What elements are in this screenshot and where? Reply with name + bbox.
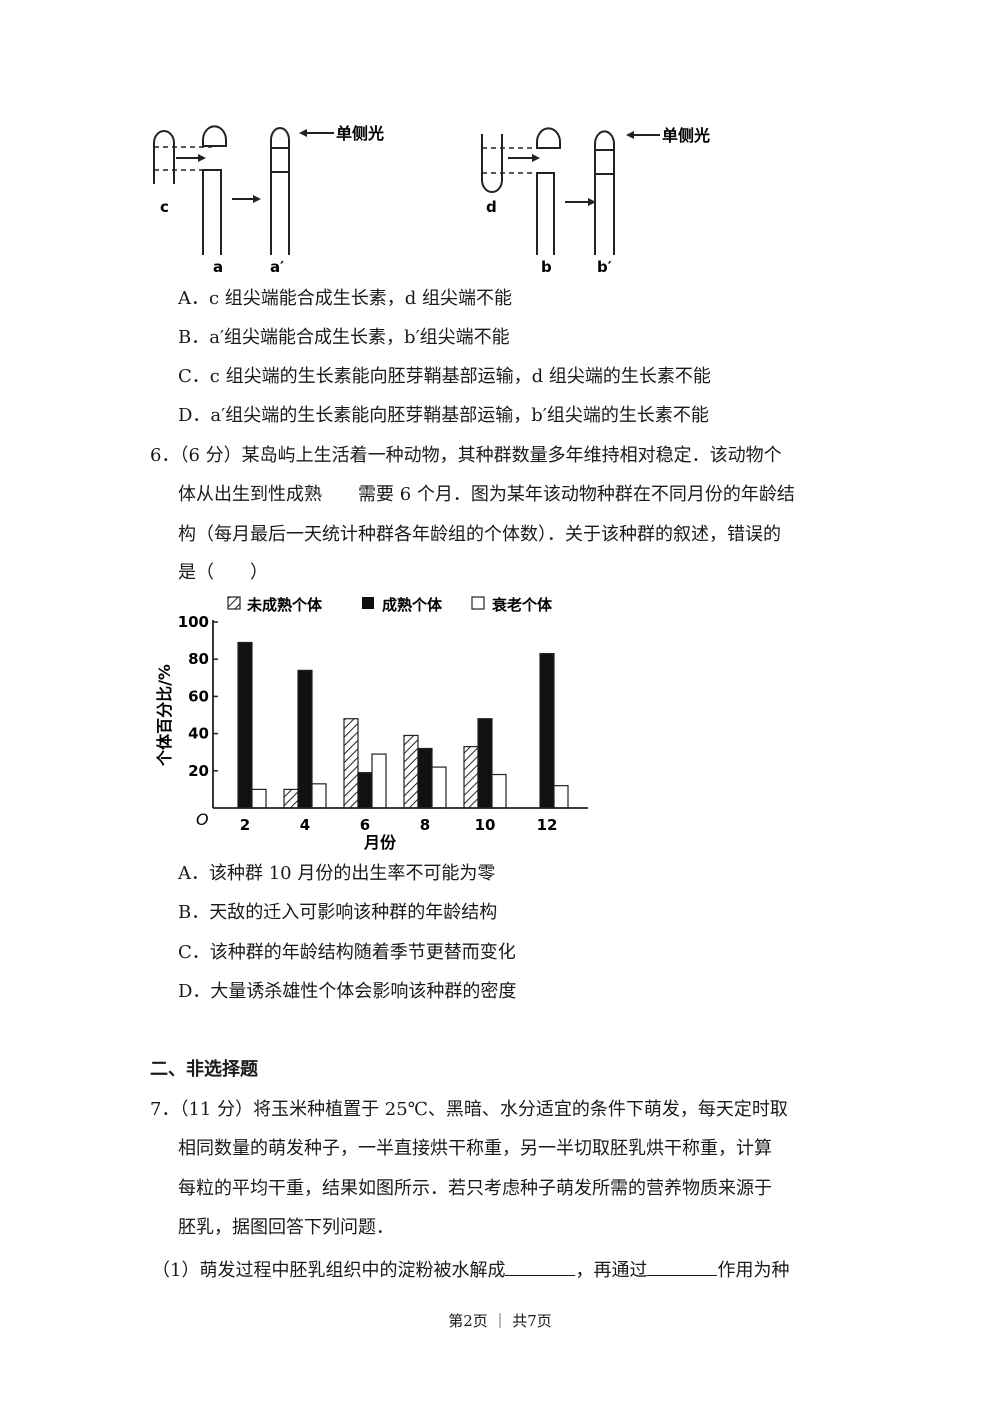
q6-option-b: B．天敌的迁入可影响该种群的年龄结构 (178, 902, 498, 923)
bar-old-month-8 (431, 766, 447, 809)
legend-swatch-mature (362, 597, 374, 609)
q6-stem-line: 6．（6 分）某岛屿上生活着一种动物，其种群数量多年维持相对稳定．该动物个 (150, 445, 782, 466)
answer-blank-1[interactable] (505, 1257, 576, 1276)
legend-label-immature: 未成熟个体 (246, 596, 323, 614)
q7-sub1-text-b: ，再通过 (575, 1260, 648, 1281)
bar-mature-month-8 (417, 747, 433, 809)
x-axis-label: 月份 (363, 833, 397, 852)
bar-mature-month-12 (539, 653, 555, 809)
x-tick-label: 6 (360, 816, 370, 834)
bar-old-month-2 (251, 788, 267, 809)
q6-stem-line: 是（ ） (178, 562, 268, 583)
y-tick-label: 100 (178, 613, 209, 631)
label-c: c (160, 198, 169, 216)
light-label-left: 单侧光 (336, 124, 384, 143)
light-label-right: 单侧光 (662, 126, 710, 145)
x-tick-label: 8 (420, 816, 430, 834)
legend-swatch-immature (227, 596, 241, 610)
q6-option-d: D．大量诱杀雄性个体会影响该种群的密度 (178, 981, 517, 1002)
bar-old-month-4 (311, 783, 327, 809)
label-a-prime: a′ (270, 258, 284, 276)
label-d: d (486, 198, 497, 216)
legend-label-mature: 成熟个体 (382, 596, 443, 614)
coleoptile-experiment-diagram: c a a′ d b b′ 单侧光 单侧光 (153, 124, 710, 276)
y-tick-label: 80 (188, 650, 209, 668)
origin-label: O (196, 810, 209, 829)
bar-old-month-12 (553, 785, 569, 809)
section-title: 二、非选择题 (150, 1059, 258, 1080)
legend-label-old: 衰老个体 (491, 596, 553, 614)
y-tick-label: 40 (188, 725, 209, 743)
q7-stem-line: 每粒的平均干重，结果如图所示．若只考虑种子萌发所需的营养物质来源于 (178, 1178, 772, 1199)
q7-sub1-text-a: （1）萌发过程中胚乳组织中的淀粉被水解成 (152, 1260, 506, 1281)
bar-immature-month-8 (403, 734, 419, 809)
q5-option-c: C．c 组尖端的生长素能向胚芽鞘基部运输，d 组尖端的生长素不能 (178, 366, 711, 387)
page-footer: 第2页 ｜ 共7页 (448, 1312, 552, 1330)
q7-sub1-text-c: 作用为种 (717, 1260, 790, 1281)
bar-immature-month-6 (343, 718, 359, 809)
bar-old-month-6 (371, 753, 387, 809)
x-tick-label: 10 (475, 816, 496, 834)
x-tick-label: 12 (537, 816, 558, 834)
x-tick-label: 4 (300, 816, 310, 834)
label-b-prime: b′ (597, 258, 612, 276)
age-structure-bar-chart: 未成熟个体 成熟个体 衰老个体 2 4 6 8 10 12 20 40 60 80 100 O 月份… (155, 596, 588, 852)
q5-option-b: B．a′组尖端能合成生长素，b′组尖端不能 (178, 327, 510, 348)
bar-mature-month-4 (297, 669, 313, 809)
bar-old-month-10 (491, 773, 507, 809)
chart-legend: 未成熟个体 成熟个体 衰老个体 (227, 596, 553, 614)
legend-swatch-old (471, 596, 485, 610)
q7-stem-line: 相同数量的萌发种子，一半直接烘干称重，另一半切取胚乳烘干称重，计算 (178, 1138, 772, 1159)
bar-mature-month-10 (477, 718, 493, 809)
q6-stem-line: 构（每月最后一天统计种群各年龄组的个体数）．关于该种群的叙述，错误的 (178, 524, 781, 545)
q5-option-a: A．c 组尖端能合成生长素，d 组尖端不能 (178, 288, 513, 309)
q6-option-a: A．该种群 10 月份的出生率不可能为零 (178, 863, 496, 884)
bar-mature-month-6 (357, 772, 373, 809)
bar-immature-month-4 (283, 788, 299, 809)
bar-mature-month-2 (237, 641, 253, 809)
x-tick-label: 2 (240, 816, 250, 834)
y-tick-label: 60 (188, 687, 209, 705)
y-tick-label: 20 (188, 762, 209, 780)
q6-option-c: C．该种群的年龄结构随着季节更替而变化 (178, 942, 516, 963)
q7-stem-line: 胚乳，据图回答下列问题． (178, 1217, 394, 1238)
label-b: b (541, 258, 552, 276)
answer-blank-2[interactable] (647, 1257, 718, 1276)
q6-stem-line: 体从出生到性成熟 需要 6 个月．图为某年该动物种群在不同月份的年龄结 (178, 484, 795, 505)
q7-stem-line: 7．（11 分）将玉米种植置于 25℃、黑暗、水分适宜的条件下萌发，每天定时取 (150, 1099, 788, 1120)
label-a: a (213, 258, 223, 276)
q5-option-d: D．a′组尖端的生长素能向胚芽鞘基部运输，b′组尖端的生长素不能 (178, 405, 709, 426)
q7-sub1: （1）萌发过程中胚乳组织中的淀粉被水解成 ，再通过 作用为种 (152, 1257, 789, 1282)
y-axis-label: 个体百分比/% (155, 664, 174, 767)
bar-immature-month-10 (463, 746, 479, 809)
